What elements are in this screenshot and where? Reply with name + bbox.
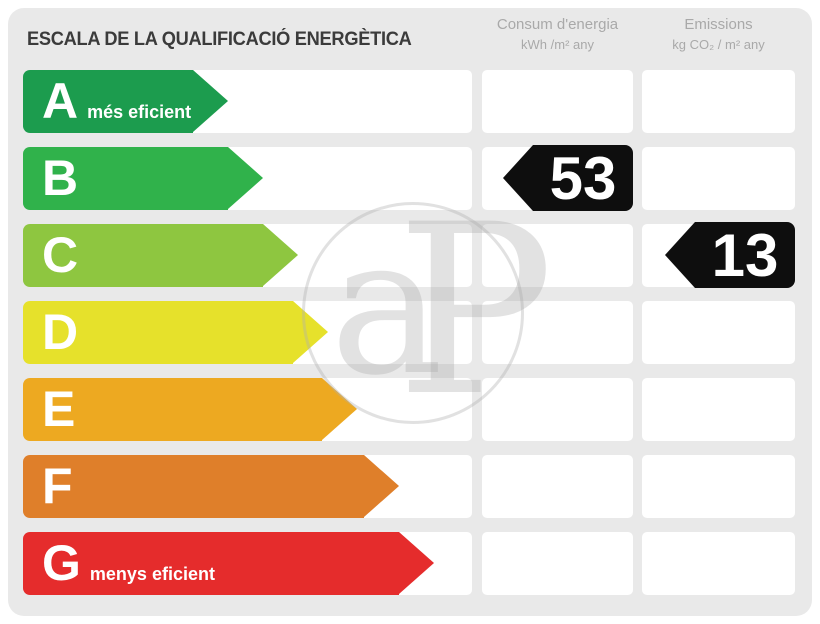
page-title: ESCALA DE LA QUALIFICACIÓ ENERGÈTICA bbox=[27, 29, 412, 50]
rating-letter: B bbox=[42, 150, 79, 206]
consum-header-units: kWh /m² any bbox=[521, 37, 594, 52]
rating-bar: C bbox=[23, 224, 298, 287]
rating-row: F bbox=[0, 455, 820, 518]
rating-bar-body: F bbox=[23, 455, 364, 518]
emissions-value: 13 bbox=[695, 222, 795, 289]
rating-bar-body: G menys eficient bbox=[23, 532, 399, 595]
rating-bar-body: B bbox=[23, 147, 228, 210]
scale-cell: C bbox=[23, 224, 472, 287]
emissions-header-units: kg CO₂ / m² any bbox=[672, 37, 765, 52]
consum-cell bbox=[482, 532, 633, 595]
column-header-emissions: Emissions kg CO₂ / m² any bbox=[642, 16, 795, 53]
scale-cell: E bbox=[23, 378, 472, 441]
rating-bar-arrow-tip bbox=[322, 378, 357, 440]
rating-row: B 53 bbox=[0, 145, 820, 212]
emissions-cell bbox=[642, 532, 795, 595]
rating-bar-body: C bbox=[23, 224, 263, 287]
rating-bar-arrow-tip bbox=[228, 147, 263, 209]
rating-bar-arrow-tip bbox=[263, 224, 298, 286]
consum-value: 53 bbox=[533, 145, 633, 212]
rating-bar-arrow-tip bbox=[293, 301, 328, 363]
rating-bar: A més eficient bbox=[23, 70, 228, 133]
rating-bar: E bbox=[23, 378, 357, 441]
emissions-cell: 13 bbox=[642, 222, 795, 289]
rating-letter: F bbox=[42, 458, 73, 514]
rating-row: D bbox=[0, 301, 820, 364]
rating-letter: D bbox=[42, 304, 79, 360]
consum-cell bbox=[482, 70, 633, 133]
rating-bar: B bbox=[23, 147, 263, 210]
value-arrow-tip bbox=[665, 222, 695, 288]
consum-cell: 53 bbox=[482, 145, 633, 212]
rating-bar: G menys eficient bbox=[23, 532, 434, 595]
scale-cell: F bbox=[23, 455, 472, 518]
rating-bar-arrow-tip bbox=[364, 455, 399, 517]
rating-row: C 13 bbox=[0, 222, 820, 289]
rating-label: més eficient bbox=[87, 102, 192, 122]
consum-cell bbox=[482, 455, 633, 518]
scale-cell: D bbox=[23, 301, 472, 364]
scale-cell: G menys eficient bbox=[23, 532, 472, 595]
emissions-cell bbox=[642, 455, 795, 518]
rating-bar: F bbox=[23, 455, 399, 518]
rating-letter: G bbox=[42, 535, 81, 591]
consum-cell bbox=[482, 378, 633, 441]
consum-cell bbox=[482, 301, 633, 364]
rating-row: A més eficient bbox=[0, 70, 820, 133]
scale-cell: B bbox=[23, 147, 472, 210]
rating-letter: E bbox=[42, 381, 76, 437]
emissions-cell bbox=[642, 70, 795, 133]
emissions-cell bbox=[642, 147, 795, 210]
rating-bar-body: A més eficient bbox=[23, 70, 193, 133]
consum-cell bbox=[482, 224, 633, 287]
rating-row: G menys eficient bbox=[0, 532, 820, 595]
value-arrow-tip bbox=[503, 145, 533, 211]
value-arrow-consum: 53 bbox=[503, 145, 633, 212]
rating-bar-body: E bbox=[23, 378, 322, 441]
rating-letter: C bbox=[42, 227, 79, 283]
rating-bar-arrow-tip bbox=[399, 532, 434, 594]
scale-cell: A més eficient bbox=[23, 70, 472, 133]
emissions-header-title: Emissions bbox=[684, 16, 753, 33]
rating-row: E bbox=[0, 378, 820, 441]
rating-label: menys eficient bbox=[89, 564, 215, 584]
rating-bar-arrow-tip bbox=[193, 70, 228, 132]
rating-letter: A bbox=[42, 73, 79, 129]
column-header-consum: Consum d'energia kWh /m² any bbox=[482, 16, 633, 53]
rating-bar-body: D bbox=[23, 301, 293, 364]
emissions-cell bbox=[642, 378, 795, 441]
rating-bar: D bbox=[23, 301, 328, 364]
emissions-cell bbox=[642, 301, 795, 364]
consum-header-title: Consum d'energia bbox=[496, 16, 619, 33]
value-arrow-emissions: 13 bbox=[665, 222, 795, 289]
